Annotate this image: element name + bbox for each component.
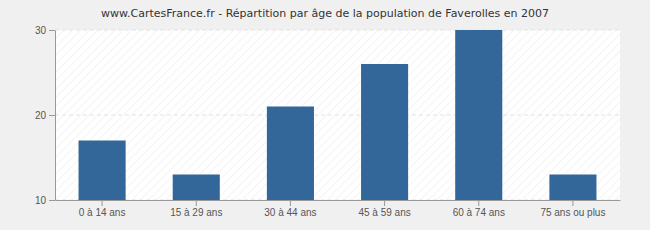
bar (173, 175, 220, 201)
x-tick-mark (102, 200, 103, 206)
bar (79, 141, 126, 201)
y-tick-mark (49, 30, 55, 31)
x-tick-mark (196, 200, 197, 206)
x-tick-mark (384, 200, 385, 206)
x-tick: 45 à 59 ans (358, 200, 410, 218)
x-tick-label: 45 à 59 ans (358, 207, 410, 218)
x-tick: 30 à 44 ans (264, 200, 316, 218)
y-tick-label: 20 (35, 110, 47, 121)
x-tick: 60 à 74 ans (453, 200, 505, 218)
bar (361, 64, 408, 200)
grid-line (55, 115, 620, 116)
bar (267, 107, 314, 201)
x-tick: 15 à 29 ans (170, 200, 222, 218)
y-axis-line (55, 31, 56, 201)
plot-area (55, 30, 620, 200)
bar (549, 175, 596, 201)
grid-line (55, 200, 620, 201)
y-tick: 30 (35, 25, 55, 36)
y-tick-label: 10 (35, 195, 47, 206)
background (0, 0, 650, 230)
bar (455, 30, 502, 200)
bars (79, 30, 597, 200)
y-tick: 20 (35, 110, 55, 121)
grid-line (55, 30, 620, 31)
x-tick-label: 75 ans ou plus (540, 207, 605, 218)
x-axis: 0 à 14 ans 15 à 29 ans 30 à 44 ans 45 à 59 … (56, 200, 621, 218)
y-tick-label: 30 (35, 25, 47, 36)
x-tick-label: 30 à 44 ans (264, 207, 316, 218)
x-tick-mark (478, 200, 479, 206)
y-tick-mark (49, 115, 55, 116)
x-tick-mark (572, 200, 573, 206)
title: www.CartesFrance.fr - Répartition par âg… (101, 7, 549, 20)
x-tick-label: 15 à 29 ans (170, 207, 222, 218)
y-tick-mark (49, 200, 55, 201)
chart: 10 20 30 0 à 14 ans 15 à 29 ans 30 à 44 ans 45… (0, 0, 650, 230)
x-axis-line (56, 200, 621, 201)
x-tick-label: 0 à 14 ans (79, 207, 126, 218)
grid (55, 30, 620, 200)
x-tick: 0 à 14 ans (79, 200, 126, 218)
x-tick-label: 60 à 74 ans (453, 207, 505, 218)
x-tick-mark (290, 200, 291, 206)
x-tick: 75 ans ou plus (540, 200, 605, 218)
y-tick: 10 (35, 195, 55, 206)
y-axis: 10 20 30 (35, 25, 56, 206)
